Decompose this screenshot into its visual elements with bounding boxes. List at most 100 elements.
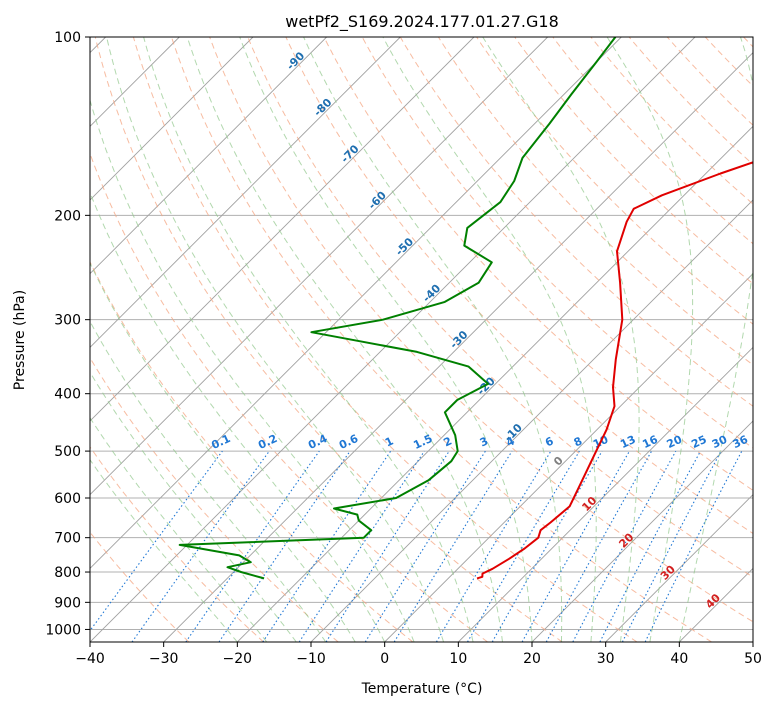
y-tick-label: 1000: [45, 622, 81, 638]
mixing-ratio-label: 0.1: [209, 432, 232, 452]
x-tick-label: 40: [670, 651, 688, 667]
mixing-ratio-line: [185, 450, 320, 642]
x-tick-label: −30: [149, 651, 179, 667]
isotherm-line: [90, 37, 401, 348]
dry-adiabat-line: [514, 37, 753, 285]
mixing-ratio-line: [599, 450, 701, 642]
isotherm-label: -30: [447, 328, 470, 351]
y-axis: 100 200 300 400 500 600 700 800 900 1000: [45, 30, 90, 638]
isotherm-label: 40: [703, 591, 723, 611]
dry-adiabat-line: [361, 37, 753, 449]
dry-adiabat-line: [323, 37, 753, 491]
dry-adiabat-line: [743, 37, 753, 48]
y-tick-label: 700: [54, 531, 81, 547]
mixing-ratio-label: 30: [710, 433, 730, 451]
dry-adiabat-line: [209, 37, 753, 623]
isotherm-label: 10: [579, 494, 599, 514]
y-tick-label: 300: [54, 313, 81, 329]
moist-adiabat-line: [90, 416, 268, 642]
moist-adiabat-line: [90, 191, 386, 642]
y-tick-label: 500: [54, 444, 81, 460]
isotherm-line: [237, 125, 753, 642]
isotherm-line: [310, 199, 753, 642]
mixing-ratio-line: [131, 450, 270, 642]
isotherm-label: -70: [338, 142, 361, 165]
isotherm-label: -90: [284, 49, 307, 72]
mixing-ratio-label: 3: [478, 434, 490, 449]
isotherm-line: [458, 346, 753, 642]
isotherm-label: -100: [254, 0, 283, 29]
x-tick-label: −40: [75, 651, 105, 667]
moist-adiabat-line: [143, 37, 474, 642]
dry-adiabat-line: [247, 37, 753, 578]
y-tick-label: 400: [54, 387, 81, 403]
dry-adiabat-line: [94, 37, 563, 642]
moist-adiabat-line: [90, 261, 356, 642]
mixing-ratio-label: 1.5: [411, 432, 434, 452]
dry-adiabat-line: [437, 37, 753, 366]
x-axis: −40 −30 −20 −10 0 10 20 30 40 50: [75, 642, 762, 667]
moist-adiabat-line: [90, 458, 238, 642]
plot-frame: [89, 36, 754, 643]
moist-adiabat-line: [90, 320, 327, 642]
isotherm-line: [384, 273, 753, 642]
moist-adiabat-line: [678, 37, 753, 642]
dry-adiabat-line: [90, 356, 339, 642]
isotherm-line: [679, 567, 753, 642]
x-tick-label: 50: [744, 651, 762, 667]
mixing-ratio-line: [467, 450, 580, 642]
moist-adiabat-line: [482, 37, 640, 642]
mixing-ratio-label: 0.4: [306, 432, 329, 452]
mixing-ratio-label: 20: [665, 433, 685, 451]
x-tick-label: 30: [597, 651, 615, 667]
moist-adiabat-line: [303, 37, 563, 642]
line-labels: 0.1 0.2 0.4 0.6 1 1.5 2 3 4 6 8 10 13 16 20 25 30 36-100-…: [209, 0, 751, 611]
moist-adiabat-line: [382, 37, 597, 642]
x-tick-label: −10: [296, 651, 326, 667]
isotherm-line: [90, 37, 622, 569]
mixing-ratio-line: [644, 450, 743, 642]
mixing-ratio-label: 36: [731, 433, 751, 451]
mixing-ratio-line: [90, 450, 223, 632]
y-tick-label: 600: [54, 491, 81, 507]
dry-adiabat-line: [171, 37, 712, 642]
mixing-ratio-line: [545, 450, 653, 642]
temperature-profile-line: [476, 161, 753, 580]
y-tick-label: 100: [54, 30, 81, 46]
isotherm-label: -80: [311, 96, 334, 119]
dry-adiabat-line: [132, 37, 638, 642]
mixing-ratio-label: 8: [572, 434, 584, 449]
y-tick-label: 200: [54, 208, 81, 224]
dry-adiabat-line: [666, 37, 753, 126]
isotherm-label: -40: [420, 281, 443, 304]
background-lines: [90, 37, 753, 642]
mixing-ratio-label: 16: [640, 433, 660, 451]
isotherm-line: [605, 494, 753, 642]
mixing-ratio-line: [364, 450, 486, 642]
mixing-ratio-line: [393, 450, 513, 642]
y-tick-label: 900: [54, 595, 81, 611]
mixing-ratio-label: 13: [618, 433, 637, 451]
mixing-ratio-line: [572, 450, 677, 642]
x-axis-title: Temperature (°C): [361, 681, 483, 697]
moist-adiabat-line: [90, 98, 415, 642]
isotherm-label: 0: [551, 454, 566, 469]
dry-adiabat-line: [704, 37, 753, 87]
profile-series: [178, 37, 753, 580]
isotherm-line: [90, 37, 254, 201]
dry-adiabat-line: [628, 37, 753, 166]
moist-adiabat-line: [239, 37, 533, 642]
mixing-ratio-line: [298, 450, 425, 642]
isotherm-line: [90, 37, 475, 422]
dry-adiabat-line: [90, 446, 264, 642]
isotherm-label: 20: [616, 530, 636, 550]
isotherm-line: [90, 37, 696, 642]
isotherm-line: [531, 420, 753, 642]
dry-adiabat-line: [90, 152, 488, 642]
mixing-ratio-label: 2: [442, 434, 454, 449]
mixing-ratio-line: [521, 450, 630, 642]
mixing-ratio-line: [218, 450, 351, 642]
moist-adiabat-line: [186, 37, 503, 642]
x-tick-label: 10: [449, 651, 467, 667]
